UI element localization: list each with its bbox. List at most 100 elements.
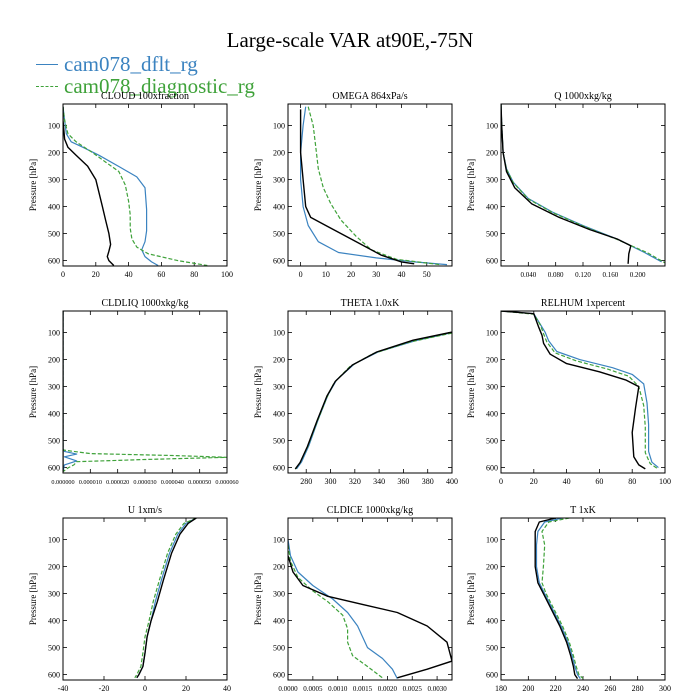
y-tick-label: 400 (486, 410, 498, 419)
x-tick-label: 0 (61, 270, 65, 279)
y-axis-label: Pressure [hPa] (253, 159, 263, 211)
x-tick-label: 0.0015 (353, 685, 373, 693)
y-tick-label: 100 (48, 122, 60, 131)
plot-frame (287, 517, 453, 681)
plot-frame (62, 310, 228, 474)
series-line-diagnostic (288, 544, 383, 679)
y-tick-label: 100 (48, 536, 60, 545)
y-tick-label: 600 (486, 464, 498, 473)
x-tick-label: 0 (499, 477, 503, 486)
y-axis-label: Pressure [hPa] (466, 573, 476, 625)
series-line-black (63, 106, 115, 266)
y-tick-label: 500 (273, 230, 285, 239)
y-tick-label: 100 (486, 329, 498, 338)
x-tick-label: 0.120 (575, 271, 591, 279)
chart-title: CLOUD 100xfraction (101, 91, 189, 102)
x-tick-label: 40 (398, 270, 406, 279)
y-tick-label: 200 (48, 356, 60, 365)
y-tick-label: 400 (48, 203, 60, 212)
x-tick-label: 80 (190, 270, 198, 279)
x-tick-label: 0.0005 (303, 685, 323, 693)
series-line-diagnostic (501, 104, 665, 264)
x-tick-label: 40 (125, 270, 133, 279)
x-tick-label: 80 (628, 477, 636, 486)
y-tick-label: 300 (48, 176, 60, 185)
x-tick-label: 60 (157, 270, 165, 279)
x-tick-label: 20 (182, 684, 190, 693)
y-tick-label: 200 (48, 563, 60, 572)
y-tick-label: 400 (273, 410, 285, 419)
chart-title: CLDLIQ 1000xkg/kg (102, 298, 189, 309)
legend-entry-dflt: cam078_dflt_rg (36, 52, 198, 77)
series-line-diagnostic (307, 106, 440, 266)
legend-swatch-dflt (36, 64, 58, 65)
x-tick-label: 340 (373, 477, 385, 486)
x-tick-label: 400 (446, 477, 458, 486)
series-line-dflt (535, 518, 581, 679)
y-tick-label: 500 (486, 437, 498, 446)
y-tick-label: 200 (273, 356, 285, 365)
chart-title: RELHUM 1xpercent (541, 298, 625, 309)
y-tick-label: 100 (486, 122, 498, 131)
y-tick-label: 400 (273, 203, 285, 212)
y-tick-label: 400 (486, 203, 498, 212)
x-tick-label: 0.0025 (403, 685, 423, 693)
x-tick-label: 40 (563, 477, 571, 486)
series-line-black (136, 518, 197, 679)
y-tick-label: 300 (486, 590, 498, 599)
x-tick-label: 320 (349, 477, 361, 486)
y-tick-label: 600 (48, 464, 60, 473)
y-tick-label: 600 (48, 671, 60, 680)
x-tick-label: 0.000020 (106, 479, 129, 486)
series-line-black (299, 109, 415, 265)
y-axis-label: Pressure [hPa] (466, 366, 476, 418)
x-tick-label: 0 (143, 684, 147, 693)
x-tick-label: 0.000040 (161, 479, 184, 486)
x-tick-label: 0.000010 (79, 479, 102, 486)
page-title: Large-scale VAR at90E,-75N (226, 28, 474, 52)
x-tick-label: 40 (223, 684, 231, 693)
series-line-diagnostic (501, 311, 658, 469)
y-axis-label: Pressure [hPa] (28, 573, 38, 625)
series-line-black (501, 311, 646, 470)
x-tick-label: -40 (58, 684, 69, 693)
series-line-diagnostic (63, 311, 227, 473)
y-tick-label: 400 (486, 617, 498, 626)
x-tick-label: 220 (550, 684, 562, 693)
x-tick-label: 100 (221, 270, 233, 279)
x-tick-label: 180 (495, 684, 507, 693)
x-tick-label: 240 (577, 684, 589, 693)
y-tick-label: 400 (48, 617, 60, 626)
legend-label-dflt: cam078_dflt_rg (64, 52, 198, 76)
y-tick-label: 200 (273, 149, 285, 158)
series-line-dflt (501, 104, 662, 263)
chart-title: THETA 1.0xK (341, 298, 400, 309)
chart-title: U 1xm/s (128, 505, 162, 516)
y-tick-label: 300 (273, 590, 285, 599)
y-tick-label: 500 (273, 437, 285, 446)
chart-panel-8: T 1xK Pressure [hPa] 100 200 300 400 500 600 180… (466, 505, 671, 693)
y-axis-label: Pressure [hPa] (28, 366, 38, 418)
x-tick-label: 0.000060 (215, 479, 238, 486)
series-line-dflt (63, 311, 78, 472)
series-line-black (501, 104, 632, 264)
plot-frame (500, 517, 666, 681)
x-tick-label: 20 (92, 270, 100, 279)
chart-panel-3: CLDLIQ 1000xkg/kg Pressure [hPa] 100 200 300… (28, 298, 239, 486)
y-axis-label: Pressure [hPa] (28, 159, 38, 211)
plot-frame (500, 103, 666, 267)
y-tick-label: 200 (48, 149, 60, 158)
chart-title: T 1xK (570, 505, 596, 516)
y-tick-label: 300 (48, 590, 60, 599)
series-line-dflt (288, 539, 398, 679)
series-line-black (288, 555, 452, 679)
x-tick-label: 0.0000 (278, 685, 298, 693)
y-axis-label: Pressure [hPa] (466, 159, 476, 211)
y-axis-label: Pressure [hPa] (253, 573, 263, 625)
y-tick-label: 600 (273, 257, 285, 266)
series-line-diagnostic (134, 518, 197, 679)
x-tick-label: 0.000030 (133, 479, 156, 486)
y-tick-label: 300 (48, 383, 60, 392)
